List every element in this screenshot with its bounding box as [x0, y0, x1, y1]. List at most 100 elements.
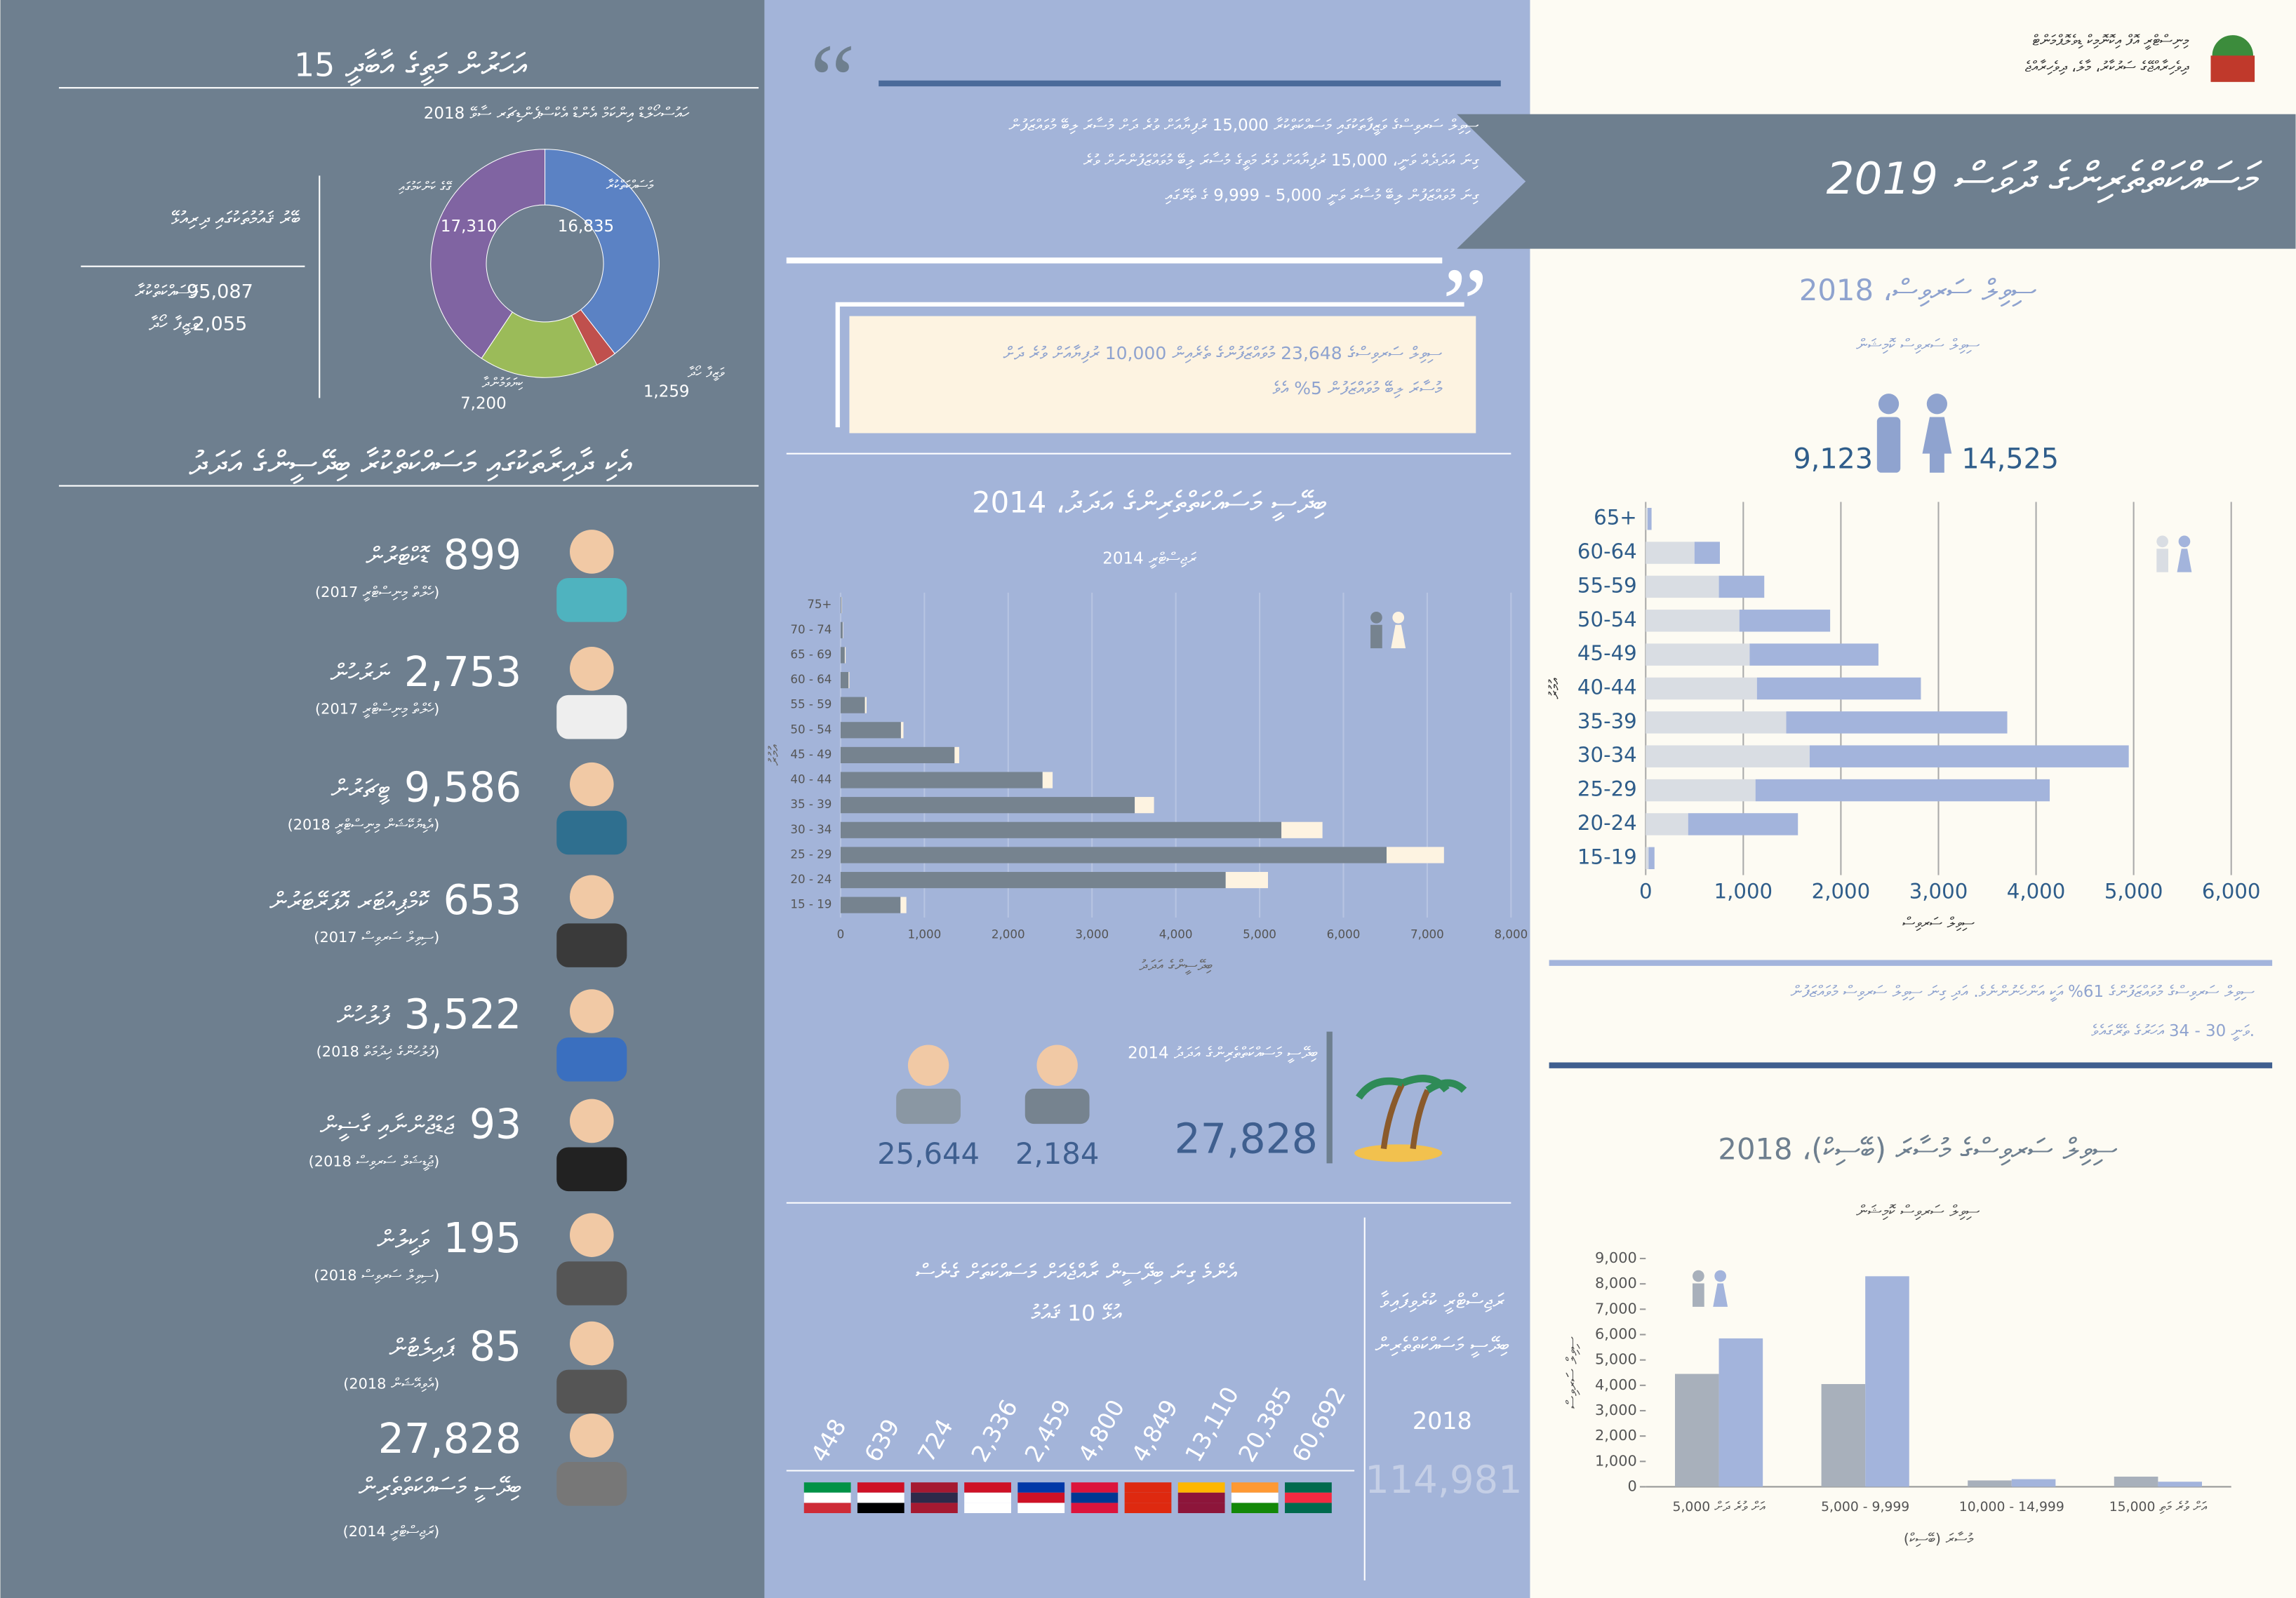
x-axis-label: ބިދޭސީންގެ އަދަދު — [1139, 957, 1213, 975]
person-body — [556, 810, 627, 855]
bar — [1865, 1276, 1909, 1487]
flag-stripe — [803, 1482, 851, 1493]
flag-stripe — [803, 1503, 851, 1514]
pie-slice — [430, 149, 546, 359]
bar-segment — [1135, 797, 1154, 814]
legend-icon — [2178, 535, 2191, 548]
x-tick-label: 0 — [1639, 880, 1653, 904]
chart-subtitle: ސިވިލް ސަރވިސް ކޮމިޝަން — [1856, 1202, 1980, 1221]
side-value: 2,055 — [193, 314, 248, 335]
y-tick-label: 35-39 — [1577, 709, 1637, 733]
bar-segment — [1281, 821, 1323, 838]
x-tick-label: 4,000 — [2007, 880, 2066, 904]
legend-icon — [2177, 549, 2192, 572]
bar-segment — [840, 622, 843, 638]
male-count: 9,123 — [1794, 443, 1873, 476]
bar-segment — [840, 871, 1226, 889]
person-head — [569, 1099, 614, 1143]
bar — [2011, 1479, 2056, 1487]
flag-stripe — [803, 1492, 851, 1503]
pie-category: ކިޔަވަމުންދާ — [482, 376, 523, 391]
bar-segment — [1755, 779, 2050, 802]
y-tick-label: 30 - 34 — [790, 823, 832, 836]
flag-stripe — [1231, 1503, 1279, 1514]
bar-segment — [1688, 813, 1798, 835]
bar-segment — [1756, 677, 1921, 700]
occupation-value: 93 — [469, 1100, 521, 1148]
occupation-source: (ސިވިލް ސަރވިސް 2018) — [314, 1267, 439, 1284]
flag-stripe — [1177, 1492, 1225, 1503]
y-axis-label: ސިވިލް ސަރވިސް — [1563, 1336, 1580, 1409]
x-tick-label: 8,000 — [1494, 928, 1528, 941]
quote-line: ގިނަ އަދަދެއް ވަނީ، 15,000 ރުފިޔާއަށް ވު… — [1083, 152, 1479, 170]
y-tick-label: 7,000 — [1595, 1300, 1637, 1317]
occupation-source: (ހެލްތް މިނިސްޓްރީ 2017) — [315, 584, 439, 602]
y-tick-label: 50 - 54 — [790, 723, 832, 736]
occupation-source: (އެޑިޔުކޭޝަން މިނިސްޓްރީ 2018) — [288, 817, 440, 835]
x-tick-label: 3,000 — [1909, 880, 1968, 904]
flag-stripe — [1071, 1482, 1119, 1493]
x-tick-label: 1,000 — [1714, 880, 1773, 904]
pie-value-label: 16,835 — [558, 217, 614, 236]
stat-value: 25,644 — [877, 1136, 980, 1171]
bar-segment — [954, 746, 959, 763]
bar-segment — [840, 821, 1282, 838]
bar-segment — [865, 697, 867, 713]
ministry: މިނިސްޓްރީ އޮފް އިކޮނޮމިކް ޑިވެލޮޕްމަންޓ… — [2032, 32, 2189, 50]
legend-icon — [1713, 1283, 1728, 1307]
flag-stripe — [1124, 1482, 1172, 1493]
y-tick-label: 40-44 — [1577, 676, 1637, 699]
flag-stripe — [1071, 1503, 1119, 1514]
x-tick-label: 5,000 — [2104, 880, 2163, 904]
bar-segment — [1646, 507, 1648, 530]
person-head — [569, 1321, 614, 1366]
bar — [1674, 1374, 1719, 1487]
flag-stripe — [1285, 1492, 1332, 1503]
person-body — [556, 1261, 627, 1305]
y-tick-label: 15-19 — [1577, 845, 1637, 868]
quote-mark: “ — [810, 23, 855, 137]
x-tick-label: 15,000 އަށް ވުރެ މަތި — [2109, 1500, 2208, 1515]
female-count: 14,525 — [1961, 443, 2059, 476]
x-tick-label: 2,000 — [992, 928, 1025, 941]
bar — [2158, 1482, 2202, 1487]
y-tick-label: 60 - 64 — [790, 673, 832, 686]
occupation-label: ޓީޗަރުން — [331, 774, 390, 805]
side-label: މަސައްކަތްކުރާ — [135, 281, 198, 302]
bar-segment — [1646, 575, 1719, 598]
x-tick-label: 2,000 — [1812, 880, 1871, 904]
person-head — [569, 762, 614, 807]
flag-stripe — [1124, 1492, 1172, 1503]
flag-stripe — [1231, 1482, 1279, 1493]
palm-icon — [1354, 1075, 1467, 1162]
y-tick-label: 65+ — [1594, 506, 1637, 530]
y-tick-label: 75+ — [807, 598, 832, 611]
quote-line: ސިވިލް ސަރވިސްގެ ވަޒީފާތަކުގައި މަސައްކަ… — [1009, 116, 1479, 135]
population-title: 15 އަހަރުން މަތީގެ އާބާދީ — [294, 46, 528, 86]
y-tick-label: 60-64 — [1577, 539, 1637, 563]
x-tick-label: 7,000 — [1410, 928, 1444, 941]
y-tick-label: 30-34 — [1577, 743, 1637, 767]
occupation-value: 3,522 — [404, 991, 521, 1038]
x-tick-label: 10,000 - 14,999 — [1959, 1500, 2064, 1515]
note-line: ސިވިލް ސަރވިސްގެ މުވައްޒަފުންގެ 61% އަކީ… — [1791, 983, 2255, 1002]
bar-segment — [1648, 847, 1655, 870]
x-tick-label: 5,000 — [1243, 928, 1276, 941]
pie-slice — [545, 149, 660, 354]
pie-value-label: 7,200 — [460, 394, 507, 412]
bar-segment — [840, 897, 901, 913]
chart-title: ސިވިލް ސަރވިސްގެ މުސާރަ (ބޭސިކް)، 2018 — [1718, 1132, 2118, 1167]
y-tick-label: 20-24 — [1577, 811, 1637, 835]
occupation-label: ކޮމްޕިއުޓަރ އޮޕަރޭޓަރުން — [269, 887, 430, 916]
occupations-title: އެކި ދާއިރާތަކުގައި މަސައްކަތްކުރާ ބިދޭސ… — [189, 444, 632, 484]
nat-total-label: ރަޖިސްޓްރީ ކުރެވިފައިވާ — [1380, 1289, 1504, 1314]
quote-line: ގިނަ މުވައްޒަފުން ލިބޭ މުސާރަ ވަނީ 5,000… — [1166, 187, 1479, 206]
y-tick-label: 35 - 39 — [790, 798, 832, 811]
nat-total-label: ބިދޭސީ މަސައްކަތްތެރިން — [1375, 1333, 1509, 1357]
person-body — [556, 1369, 627, 1414]
flag-stripe — [1124, 1503, 1172, 1514]
nat-title: އެންމެ ގިނަ ބިދޭސީން ރާއްޖެއަށް މަސައްކަ… — [916, 1260, 1237, 1287]
bar-segment — [1386, 847, 1444, 864]
bar-segment — [1646, 847, 1649, 870]
